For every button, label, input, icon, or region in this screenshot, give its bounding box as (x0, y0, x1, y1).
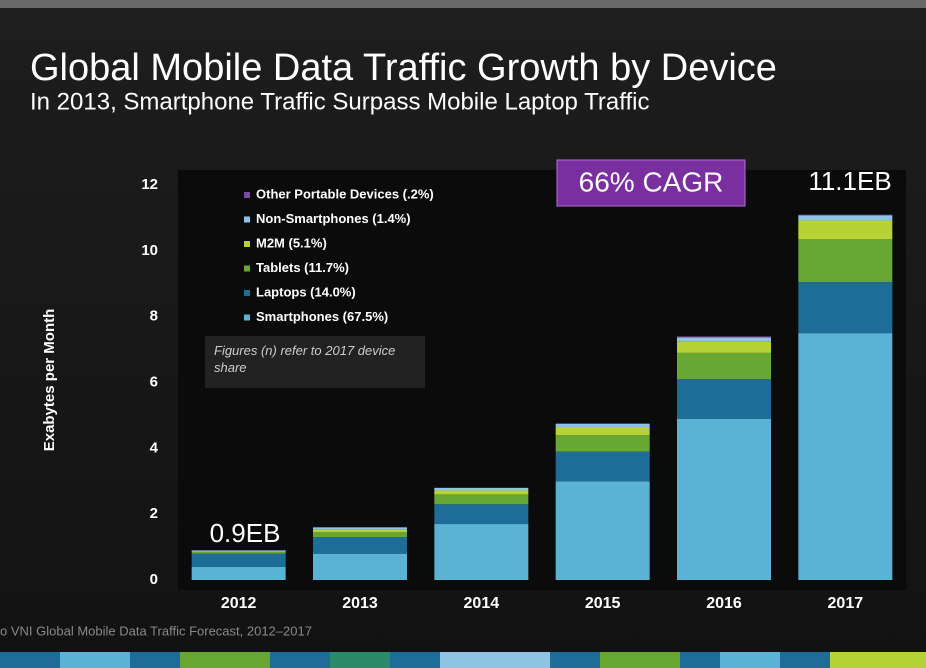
end-label: 11.1EB (808, 166, 891, 196)
bar-segment (677, 352, 771, 380)
y-tick-label: 8 (150, 308, 158, 325)
bar-segment (555, 423, 650, 427)
y-tick-label: 10 (141, 242, 158, 259)
y-tick-label: 6 (150, 373, 158, 390)
legend-swatch (244, 290, 250, 296)
bar-segment (313, 537, 407, 554)
bar-segment (555, 426, 650, 436)
x-tick-label: 2014 (464, 595, 500, 612)
bar-segment (191, 550, 286, 552)
bar-segment (434, 504, 529, 525)
bar-segment (434, 487, 529, 491)
note-text: Figures (n) refer to 2017 device share (214, 343, 396, 375)
cagr-label: 66% CAGR (579, 166, 724, 197)
top-bar (0, 0, 926, 8)
legend-swatch (244, 265, 250, 272)
y-tick-label: 0 (150, 571, 158, 588)
legend-swatch (244, 216, 250, 223)
legend-label: M2M (5.1%) (256, 235, 327, 250)
y-tick-label: 12 (141, 176, 158, 193)
x-tick-label: 2017 (828, 595, 864, 612)
bar-segment (191, 552, 286, 554)
cagr-box (556, 159, 746, 207)
bar-segment (677, 379, 771, 419)
legend-label: Laptops (14.0%) (256, 284, 356, 299)
x-tick-label: 2016 (706, 595, 742, 612)
bar-segment (313, 532, 407, 538)
bar-segment (313, 553, 407, 580)
bar-segment (677, 337, 771, 342)
bar-segment (798, 215, 893, 221)
bar-segment (798, 333, 893, 580)
bottom-stripe (0, 652, 926, 668)
bar-segment (798, 239, 893, 283)
note-box (205, 336, 425, 388)
legend-label: Smartphones (67.5%) (256, 309, 388, 324)
bar-segment (313, 527, 407, 530)
bar-segment (191, 566, 286, 580)
legend-label: Non-Smartphones (1.4%) (256, 211, 411, 226)
y-tick-label: 4 (150, 439, 159, 456)
bar-segment (434, 524, 529, 580)
bar-segment (677, 341, 771, 353)
note: Figures (n) refer to 2017 device share (214, 343, 396, 375)
bar-segment (798, 220, 893, 240)
y-tick-label: 2 (150, 505, 158, 522)
bar-segment (677, 418, 771, 580)
y-axis-label: Exabytes per Month (41, 309, 58, 452)
bar-segment (798, 214, 893, 216)
start-label: 0.9EB (210, 518, 281, 548)
x-tick-label: 2012 (221, 595, 257, 612)
legend-swatch (244, 314, 250, 321)
bar-segment (434, 490, 529, 495)
bar-segment (555, 481, 650, 580)
legend-label: Tablets (11.7%) (256, 260, 349, 275)
chart-subtitle: In 2013, Smartphone Traffic Surpass Mobi… (30, 88, 649, 115)
bar-segment (434, 494, 529, 505)
bar-segment (313, 529, 407, 533)
legend-swatch (244, 192, 250, 198)
bar-segment (555, 435, 650, 452)
bar-segment (677, 336, 771, 338)
legend-label: Other Portable Devices (.2%) (256, 186, 434, 201)
legend-swatch (244, 241, 250, 247)
source: o VNI Global Mobile Data Traffic Forecas… (0, 623, 312, 638)
bar-segment (191, 553, 286, 567)
chart-title: Global Mobile Data Traffic Growth by Dev… (30, 47, 777, 89)
x-tick-label: 2015 (585, 595, 621, 612)
bar-segment (191, 551, 286, 553)
x-tick-label: 2013 (342, 595, 378, 612)
bar-segment (555, 451, 650, 482)
bar-segment (798, 282, 893, 334)
